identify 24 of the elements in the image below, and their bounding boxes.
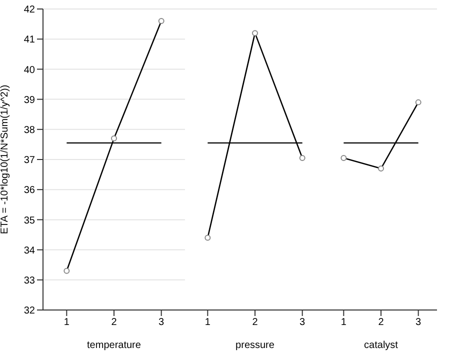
x-axis-title: pressure — [236, 340, 275, 351]
x-tick-label: 3 — [416, 317, 422, 328]
y-tick-label: 37 — [24, 155, 36, 166]
y-tick-label: 42 — [24, 4, 36, 16]
y-tick-label: 41 — [24, 34, 36, 46]
y-tick-label: 33 — [24, 275, 36, 286]
x-tick-label: 1 — [204, 317, 211, 328]
y-tick-label: 39 — [24, 94, 36, 106]
y-tick-label: 32 — [24, 306, 36, 317]
x-tick-label: 2 — [252, 317, 258, 328]
y-tick-label: 35 — [24, 215, 36, 226]
x-tick-label: 3 — [300, 317, 306, 328]
x-axis-title: catalyst — [364, 340, 398, 351]
x-axis-title: temperature — [87, 340, 142, 351]
y-tick-label: 36 — [24, 185, 36, 196]
y-tick-label: 40 — [24, 64, 36, 76]
x-tick-label: 1 — [64, 317, 70, 328]
x-tick-label: 2 — [111, 317, 118, 328]
x-tick-label: 2 — [378, 317, 384, 328]
x-tick-label: 3 — [158, 317, 165, 328]
y-tick-label: 38 — [24, 124, 36, 136]
y-tick-label: 34 — [24, 245, 36, 256]
x-tick-label: 1 — [340, 317, 347, 328]
y-axis-title: ETA = -10*log10(1/N*Sum(1/y^2)) — [0, 84, 11, 234]
